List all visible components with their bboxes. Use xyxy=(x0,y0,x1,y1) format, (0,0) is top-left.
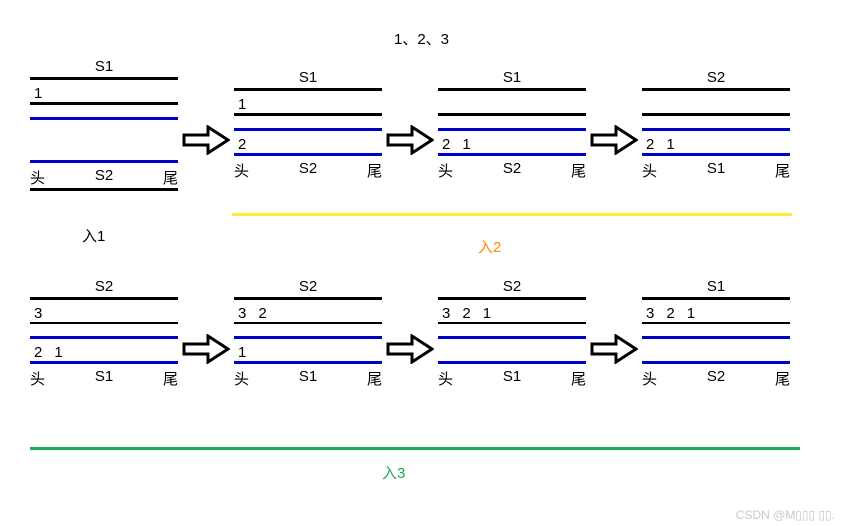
bot-label: S1 xyxy=(707,160,725,181)
caption-ru3: 入3 xyxy=(382,462,405,483)
bottom-row: 头 S1 尾 xyxy=(30,368,178,389)
bot-label: S2 xyxy=(707,368,725,389)
panel-r2-2: S2 32 1 头 S1 尾 xyxy=(234,278,382,389)
head-label: 头 xyxy=(234,368,249,389)
bot-cells: 21 xyxy=(30,339,178,361)
bot-label: S1 xyxy=(95,368,113,389)
line xyxy=(30,361,178,364)
arrow-icon xyxy=(590,334,638,364)
panel-r2-3: S2 321 头 S1 尾 xyxy=(438,278,586,389)
arrow-icon xyxy=(386,334,434,364)
bottom-row: 头 S1 尾 xyxy=(438,368,586,389)
top-cells: 1 xyxy=(30,80,178,102)
bottom-row: 头 S2 尾 xyxy=(642,368,790,389)
bot-label: S2 xyxy=(299,160,317,181)
panel-r1-2: S1 1 2 头 S2 尾 xyxy=(234,69,382,181)
arrow-icon xyxy=(590,125,638,155)
head-label: 头 xyxy=(30,368,45,389)
bot-cells: 21 xyxy=(438,131,586,153)
arrow-icon xyxy=(182,334,230,364)
top-cells xyxy=(438,91,586,113)
caption-ru1: 入1 xyxy=(82,225,105,246)
bottom-row: 头 S1 尾 xyxy=(642,160,790,181)
panel-r1-1: S1 1 头 S2 尾 xyxy=(30,58,178,191)
top-label: S1 xyxy=(642,278,790,295)
line xyxy=(30,188,178,191)
diagram-title: 1、2、3 xyxy=(394,28,449,49)
row-1: S1 1 头 S2 尾 S1 1 2 头 S2 尾 S1 xyxy=(30,58,790,191)
tail-label: 尾 xyxy=(571,368,586,389)
bot-label: S1 xyxy=(299,368,317,389)
panel-r1-3: S1 21 头 S2 尾 xyxy=(438,69,586,181)
top-cells: 321 xyxy=(438,300,586,322)
panel-r1-4: S2 21 头 S1 尾 xyxy=(642,69,790,181)
panel-r2-1: S2 3 21 头 S1 尾 xyxy=(30,278,178,389)
top-label: S1 xyxy=(234,69,382,86)
bot-cells: 2 xyxy=(234,131,382,153)
top-cells: 32 xyxy=(234,300,382,322)
tail-label: 尾 xyxy=(571,160,586,181)
top-cells: 1 xyxy=(234,91,382,113)
bottom-row: 头 S2 尾 xyxy=(30,167,178,188)
watermark: CSDN @M▯▯▯ ▯▯. xyxy=(736,508,835,522)
arrow-icon xyxy=(182,125,230,155)
line xyxy=(438,153,586,156)
top-label: S1 xyxy=(30,58,178,75)
bottom-row: 头 S2 尾 xyxy=(438,160,586,181)
panel-r2-4: S1 321 头 S2 尾 xyxy=(642,278,790,389)
head-label: 头 xyxy=(438,160,453,181)
head-label: 头 xyxy=(642,368,657,389)
bot-label: S2 xyxy=(95,167,113,188)
top-label: S1 xyxy=(438,69,586,86)
top-label: S2 xyxy=(30,278,178,295)
line xyxy=(642,153,790,156)
bot-label: S1 xyxy=(503,368,521,389)
top-label: S2 xyxy=(438,278,586,295)
tail-label: 尾 xyxy=(367,368,382,389)
line xyxy=(234,153,382,156)
top-cells xyxy=(642,91,790,113)
tail-label: 尾 xyxy=(163,167,178,188)
bot-cells xyxy=(438,339,586,361)
tail-label: 尾 xyxy=(163,368,178,389)
top-cells: 3 xyxy=(30,300,178,322)
tail-label: 尾 xyxy=(775,368,790,389)
tail-label: 尾 xyxy=(775,160,790,181)
yellow-underline xyxy=(232,213,792,216)
tail-label: 尾 xyxy=(367,160,382,181)
line xyxy=(438,361,586,364)
top-label: S2 xyxy=(642,69,790,86)
row-2: S2 3 21 头 S1 尾 S2 32 1 头 S1 尾 S2 xyxy=(30,278,790,389)
line xyxy=(642,361,790,364)
top-label: S2 xyxy=(234,278,382,295)
caption-ru2: 入2 xyxy=(478,236,501,257)
head-label: 头 xyxy=(30,167,45,188)
green-underline xyxy=(30,447,800,450)
head-label: 头 xyxy=(438,368,453,389)
bot-label: S2 xyxy=(503,160,521,181)
arrow-icon xyxy=(386,125,434,155)
head-label: 头 xyxy=(234,160,249,181)
head-label: 头 xyxy=(642,160,657,181)
bot-cells: 1 xyxy=(234,339,382,361)
line xyxy=(234,361,382,364)
bot-cells xyxy=(30,138,178,160)
bottom-row: 头 S1 尾 xyxy=(234,368,382,389)
bottom-row: 头 S2 尾 xyxy=(234,160,382,181)
bot-cells xyxy=(642,339,790,361)
bot-cells: 21 xyxy=(642,131,790,153)
top-cells: 321 xyxy=(642,300,790,322)
line xyxy=(30,160,178,163)
